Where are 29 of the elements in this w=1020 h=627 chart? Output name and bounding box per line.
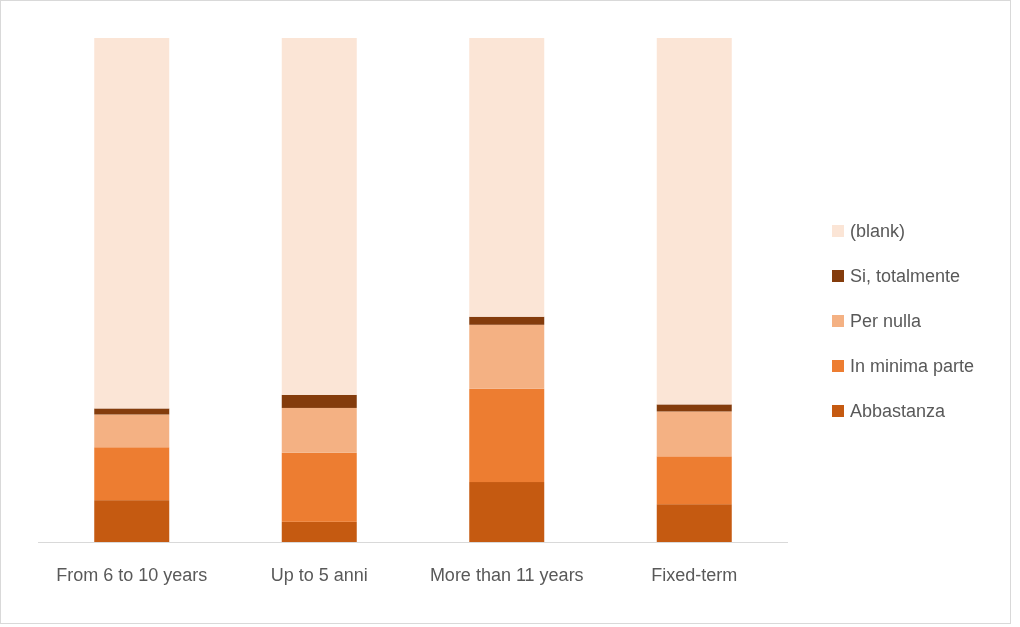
- bar: [281, 394, 357, 408]
- x-tick-label: Up to 5 anni: [270, 565, 368, 585]
- legend-label: Abbastanza: [850, 401, 947, 421]
- bar: [656, 411, 732, 457]
- bar: [656, 504, 732, 542]
- bar: [656, 456, 732, 505]
- bar: [469, 38, 545, 317]
- bar: [281, 38, 357, 395]
- legend-label: (blank): [850, 221, 906, 241]
- legend-label: In minima parte: [850, 356, 975, 376]
- x-tick-label: From 6 to 10 years: [56, 565, 208, 585]
- bar: [94, 414, 170, 448]
- bar: [281, 452, 357, 522]
- bar: [469, 482, 545, 542]
- legend-label: Si, totalmente: [850, 266, 961, 286]
- bar: [94, 38, 170, 409]
- bar: [281, 407, 357, 453]
- x-tick-label: More than 11 years: [429, 565, 584, 585]
- bar: [469, 324, 545, 389]
- bar: [656, 38, 732, 405]
- x-tick-label: Fixed-term: [651, 565, 738, 585]
- bar: [656, 404, 732, 412]
- bar: [94, 408, 170, 415]
- bar: [281, 521, 357, 542]
- bar: [469, 388, 545, 483]
- legend-label: Per nulla: [850, 311, 923, 331]
- bar: [94, 447, 170, 501]
- bar: [469, 316, 545, 325]
- bar: [94, 500, 170, 542]
